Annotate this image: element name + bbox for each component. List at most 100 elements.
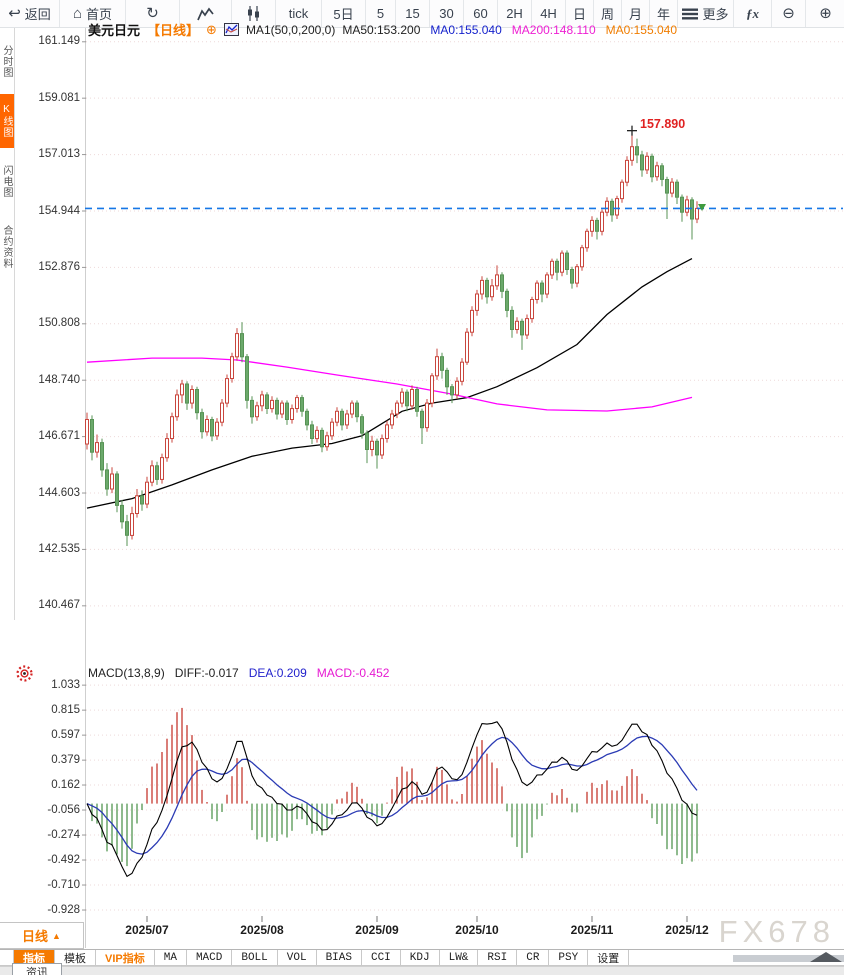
indicator-tab-模板[interactable]: 模板 — [55, 950, 96, 965]
toolbar-more-label: 更多 — [702, 7, 729, 22]
indicator-tab-PSY[interactable]: PSY — [549, 950, 589, 965]
ma-overlays — [86, 258, 693, 509]
toolbar: ↩ 返回 ⌂ 首页 ↻ tick 5日 5 15 30 60 2H 4H 日周月年 更多 ƒx ⊖ ⊕ — [0, 0, 844, 28]
indicator-tab-VOL[interactable]: VOL — [278, 950, 317, 965]
y-axis-label: 140.467 — [38, 599, 80, 612]
toolbar-back-label: 返回 — [24, 7, 51, 22]
toolbar-refresh-button[interactable]: ↻ — [126, 0, 180, 27]
last-price-marker — [698, 204, 706, 211]
y-axis-label: 152.876 — [38, 260, 80, 273]
indicator-tab-MA[interactable]: MA — [155, 950, 187, 965]
ma-settings-label: MA1(50,0,200,0) — [245, 22, 336, 37]
toolbar-m60-button[interactable]: 60 — [464, 0, 498, 27]
overlay-MA50 — [86, 258, 693, 509]
add-symbol-icon[interactable]: ⊕ — [206, 21, 217, 37]
macd-value-label: DIFF:-0.017 — [174, 666, 239, 680]
peak-cross-marker — [627, 125, 637, 136]
refresh-icon: ↻ — [146, 5, 159, 22]
ma-value-label: MA0:155.040 — [430, 22, 502, 37]
y-axis-label: 154.944 — [38, 204, 80, 217]
y-axis-label: 161.149 — [38, 35, 80, 48]
indicator-tab-CCI[interactable]: CCI — [362, 950, 401, 965]
toolbar-back-button[interactable]: ↩ 返回 — [0, 0, 60, 27]
toolbar-zoom-in-button[interactable]: ⊕ — [806, 0, 844, 27]
toolbar-5d-button[interactable]: 5日 — [322, 0, 366, 27]
macd-axis-label: -0.492 — [47, 853, 80, 866]
toolbar-y-label: 年 — [656, 7, 670, 22]
ma-values: MA50:153.200 MA0:155.040 MA200:148.110 MA0:… — [342, 23, 677, 37]
y-axis-label: 146.671 — [38, 430, 80, 443]
toolbar-h4-button[interactable]: 4H — [532, 0, 566, 27]
toolbar-m15-button[interactable]: 15 — [396, 0, 430, 27]
line-chart-icon — [197, 7, 214, 21]
macd-label-row: MACD(13,8,9) DIFF:-0.017 DEA:0.209 MACD:-0.… — [88, 666, 389, 680]
macd-value-label: MACD:-0.452 — [316, 666, 390, 680]
indicator-tab-指标[interactable]: 指标 — [13, 950, 55, 965]
toolbar-tick-button[interactable]: tick — [276, 0, 322, 27]
indicator-tab-MACD[interactable]: MACD — [187, 950, 233, 965]
overlay-MA200 — [86, 357, 693, 412]
toolbar-h4-label: 4H — [540, 6, 557, 21]
indicator-tab-VIP指标[interactable]: VIP指标 — [96, 950, 155, 965]
indicator-tab-设置[interactable]: 设置 — [588, 950, 630, 965]
watermark-logo: FX678 — [718, 914, 835, 949]
macd-axis-label: 0.379 — [51, 753, 80, 766]
toolbar-m30-label: 30 — [439, 6, 454, 21]
y-axis-label: 159.081 — [38, 91, 80, 104]
toolbar-mo-button[interactable]: 月 — [622, 0, 650, 27]
y-axis-label: 157.013 — [38, 148, 80, 161]
indicator-tab-LW&[interactable]: LW& — [440, 950, 479, 965]
ma-value-label: MA50:153.200 — [342, 22, 421, 37]
candlestick-series — [85, 130, 699, 546]
toolbar-m15-label: 15 — [405, 6, 420, 21]
indicator-tab-KDJ[interactable]: KDJ — [401, 950, 440, 965]
indicator-settings-icon[interactable] — [16, 665, 33, 682]
toolbar-d-button[interactable]: 日 — [566, 0, 594, 27]
toolbar-w-button[interactable]: 周 — [594, 0, 622, 27]
macd-axis-label: 1.033 — [51, 678, 80, 691]
period-tag: 【日线】 — [147, 23, 200, 38]
symbol-name: 美元日元 — [88, 23, 141, 38]
toolbar-w-label: 周 — [600, 7, 614, 22]
indicator-tab-BIAS[interactable]: BIAS — [317, 950, 362, 965]
period-selector[interactable]: 日线 ▲ — [0, 922, 84, 949]
indicator-tab-bar: 指标 模板 VIP指标 MA MACD BOLL VOL BIAS CCI KDJ LW& RSI CR… — [0, 949, 844, 966]
macd-axis-label: -0.056 — [47, 803, 80, 816]
ma-indicator-icon — [223, 23, 239, 36]
ma-value-label: MA0:155.040 — [605, 22, 678, 37]
macd-axis-label: -0.710 — [47, 878, 80, 891]
toolbar-home-button[interactable]: ⌂ 首页 — [60, 0, 126, 27]
toolbar-zoom-out-button[interactable]: ⊖ — [772, 0, 806, 27]
horizontal-scrollbar[interactable] — [733, 955, 844, 962]
toolbar-fx-button[interactable]: ƒx — [734, 0, 772, 27]
y-axis-label: 144.603 — [38, 486, 80, 499]
toolbar-fx-label: ƒx — [746, 5, 759, 21]
macd-value-label: DEA:0.209 — [248, 666, 307, 680]
expand-handle-icon[interactable] — [810, 952, 842, 962]
indicator-tab-RSI[interactable]: RSI — [478, 950, 518, 965]
toolbar-tick-label: tick — [288, 6, 309, 21]
x-axis-label: 2025/08 — [240, 923, 284, 937]
toolbar-candle-chart-button[interactable] — [232, 0, 276, 27]
symbol-header: 美元日元 【日线】 ⊕ MA1(50,0,200,0) MA50:153.200… — [88, 20, 677, 39]
peak-price-label: 157.890 — [640, 117, 686, 131]
corner-tab-news[interactable]: 资讯 — [12, 963, 62, 975]
period-label: 日线 — [22, 929, 49, 944]
toolbar-h2-button[interactable]: 2H — [498, 0, 532, 27]
sidebar-item-lightning[interactable]: 闪电图 — [1, 164, 12, 198]
toolbar-y-button[interactable]: 年 — [650, 0, 678, 27]
sidebar-item-time-share[interactable]: 分时图 — [1, 44, 12, 78]
sidebar-item-contract-info[interactable]: 合约资料 — [1, 225, 12, 269]
toolbar-m5-button[interactable]: 5 — [366, 0, 396, 27]
indicator-tab-CR[interactable]: CR — [517, 950, 550, 965]
y-axis-label: 150.808 — [38, 317, 80, 330]
sidebar-item-kline[interactable]: K线图 — [0, 94, 14, 148]
indicator-tab-BOLL[interactable]: BOLL — [232, 950, 278, 965]
y-axis-label: 148.740 — [38, 373, 80, 386]
toolbar-line-chart-button[interactable] — [180, 0, 232, 27]
toolbar-more-button[interactable]: 更多 — [678, 0, 734, 27]
bottom-strip — [0, 966, 844, 975]
toolbar-m30-button[interactable]: 30 — [430, 0, 464, 27]
macd-axis-label: 0.162 — [51, 778, 80, 791]
